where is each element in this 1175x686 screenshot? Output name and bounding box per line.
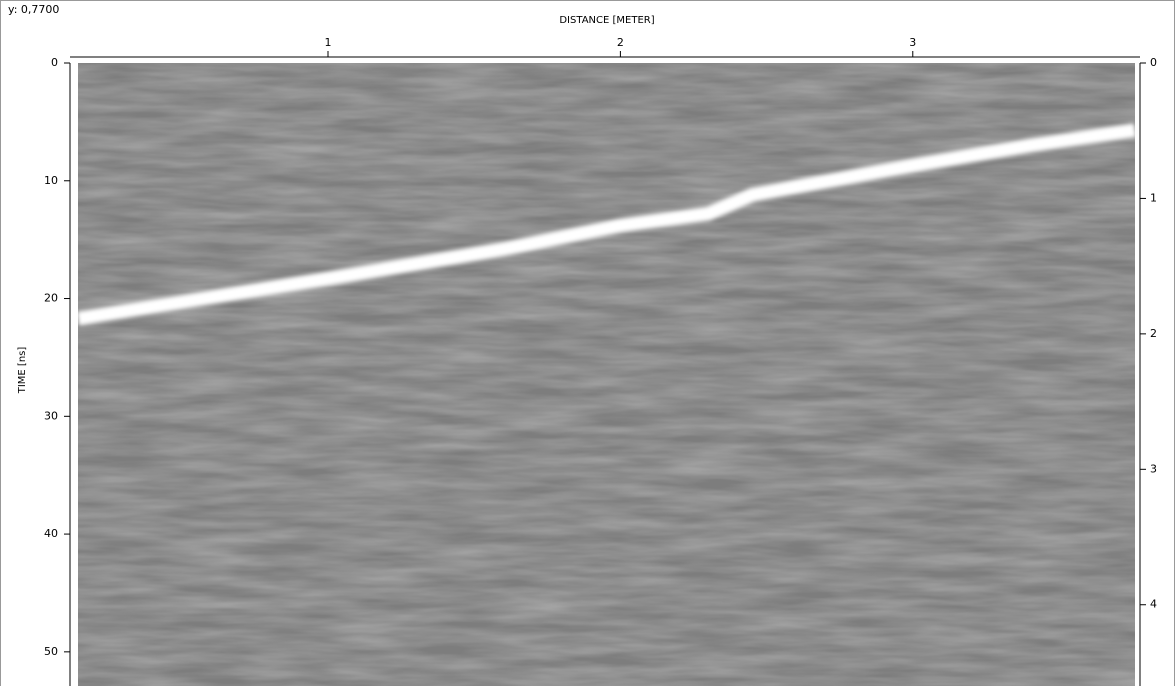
y-tick-label: 20	[44, 292, 58, 305]
y-tick-label: 30	[44, 409, 58, 422]
x-tick-label: 2	[617, 36, 624, 49]
y-tick-label: 10	[44, 174, 58, 187]
y2-tick-label: 3	[1150, 462, 1157, 475]
chart: y: 0,7700 DISTANCE [METER] TIME [ns] 1 2 3…	[0, 0, 1175, 686]
y2-tick-label: 2	[1150, 327, 1157, 340]
x-tick-label: 3	[909, 36, 916, 49]
y2-tick-label: 0	[1150, 56, 1157, 69]
y-tick-label: 50	[44, 645, 58, 658]
x-axis-title: DISTANCE [METER]	[559, 15, 654, 26]
y-tick-label: 40	[44, 527, 58, 540]
y2-tick-label: 4	[1150, 598, 1157, 611]
readout: y: 0,7700	[8, 3, 59, 16]
page: {"readout": "y: 0,7700", "chart_data": {…	[0, 0, 1175, 686]
y2-tick-label: 1	[1150, 191, 1157, 204]
y-tick-label: 0	[51, 56, 58, 69]
x-tick-label: 1	[324, 36, 331, 49]
y-axis-title: TIME [ns]	[17, 347, 28, 395]
